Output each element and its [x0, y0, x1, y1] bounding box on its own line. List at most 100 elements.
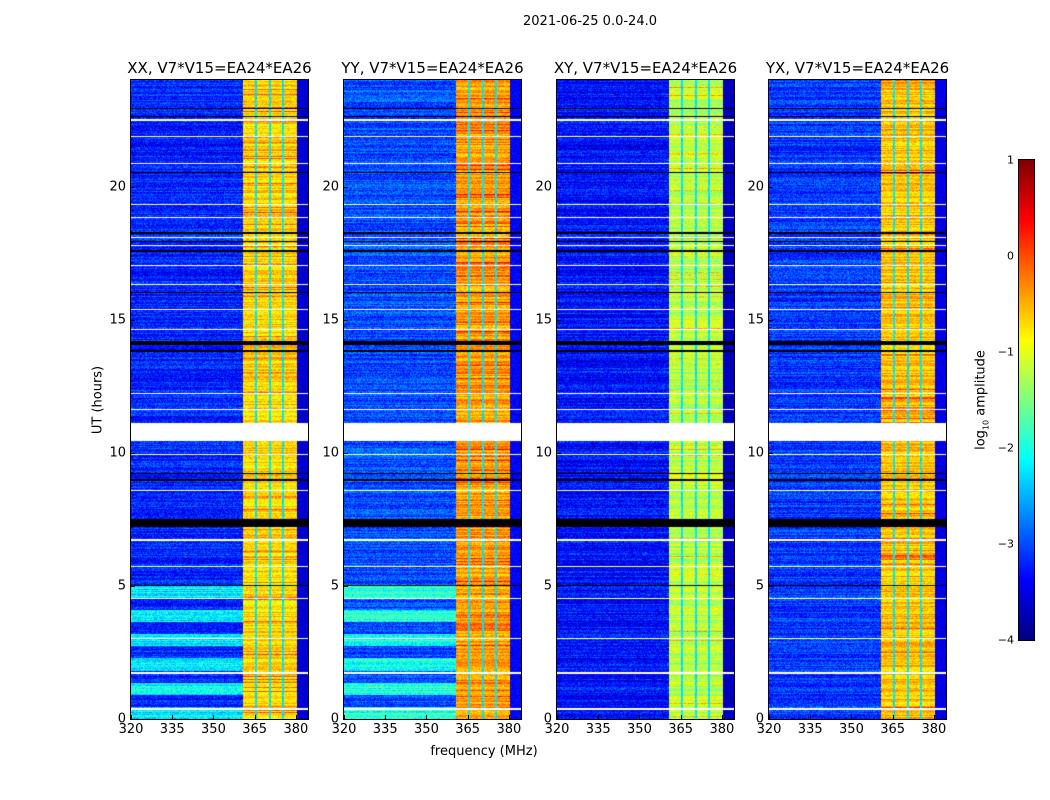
- y-tick-mark: [557, 719, 561, 720]
- colorbar-tick-label: 1: [1007, 153, 1014, 167]
- spectrogram-panel-xx: [130, 79, 309, 720]
- x-tick-label: 320: [331, 722, 357, 737]
- x-tick-label: 380: [921, 722, 947, 737]
- x-tick-mark: [810, 715, 812, 719]
- x-tick-mark: [769, 715, 770, 719]
- y-tick-label: 20: [322, 179, 339, 194]
- x-tick-label: 365: [242, 722, 268, 737]
- y-tick-mark: [131, 585, 135, 587]
- y-tick-mark: [557, 585, 561, 587]
- colorbar-label-prefix: log: [973, 430, 989, 450]
- x-tick-mark: [295, 715, 297, 719]
- x-tick-mark: [385, 715, 387, 719]
- y-tick-mark: [344, 186, 348, 188]
- x-tick-label: 335: [159, 722, 185, 737]
- x-tick-label: 365: [880, 722, 906, 737]
- panel-title: XY, V7*V15=EA24*EA26: [553, 59, 738, 77]
- colorbar: [1018, 159, 1035, 641]
- x-tick-mark: [254, 715, 256, 719]
- y-tick-mark: [769, 186, 773, 188]
- y-tick-mark: [769, 585, 773, 587]
- x-tick-label: 350: [201, 722, 226, 737]
- y-tick-label: 10: [535, 445, 552, 461]
- x-tick-label: 350: [839, 722, 864, 737]
- x-tick-label: 365: [455, 722, 481, 737]
- x-tick-label: 380: [709, 722, 735, 737]
- y-tick-label: 15: [535, 312, 552, 328]
- y-tick-label: 15: [109, 312, 126, 328]
- panel-title: YY, V7*V15=EA24*EA26: [341, 59, 524, 77]
- x-tick-label: 335: [372, 722, 398, 737]
- y-tick-label: 0: [117, 711, 126, 727]
- x-tick-label: 320: [756, 722, 782, 737]
- y-tick-mark: [769, 719, 773, 720]
- x-tick-mark: [557, 715, 558, 719]
- y-tick-label: 20: [109, 179, 126, 194]
- spectrogram-panel-xy: [556, 79, 735, 720]
- spectrogram-panel-yy: [343, 79, 522, 720]
- y-tick-mark: [344, 452, 348, 454]
- x-tick-mark: [598, 715, 600, 719]
- x-tick-label: 380: [283, 722, 309, 737]
- y-tick-mark: [131, 719, 135, 720]
- x-tick-mark: [344, 715, 345, 719]
- x-tick-mark: [467, 715, 469, 719]
- y-tick-mark: [131, 186, 135, 188]
- y-tick-label: 5: [755, 578, 764, 594]
- x-tick-mark: [172, 715, 174, 719]
- x-tick-mark: [933, 715, 935, 719]
- spectrogram-heatmap: [557, 80, 734, 719]
- x-tick-label: 335: [797, 722, 823, 737]
- y-tick-mark: [344, 585, 348, 587]
- colorbar-tick-label: −4: [997, 633, 1014, 647]
- y-tick-mark: [131, 452, 135, 454]
- x-tick-label: 350: [627, 722, 652, 737]
- x-tick-label: 350: [414, 722, 439, 737]
- x-tick-label: 365: [668, 722, 694, 737]
- x-tick-mark: [508, 715, 510, 719]
- spectrogram-heatmap: [769, 80, 946, 719]
- y-tick-label: 5: [330, 578, 339, 594]
- x-axis-label: frequency (MHz): [430, 744, 538, 759]
- y-tick-label: 20: [535, 179, 552, 194]
- x-tick-mark: [426, 715, 428, 719]
- x-tick-mark: [721, 715, 723, 719]
- spectrogram-heatmap: [131, 80, 308, 719]
- y-tick-mark: [769, 452, 773, 454]
- y-axis-label: UT (hours): [90, 365, 106, 435]
- x-tick-mark: [213, 715, 215, 719]
- panel-title: XX, V7*V15=EA24*EA26: [127, 59, 312, 77]
- y-tick-label: 10: [109, 445, 126, 461]
- y-tick-label: 15: [747, 312, 764, 328]
- y-tick-mark: [557, 452, 561, 454]
- colorbar-tick-label: 0: [1007, 249, 1014, 263]
- spectrogram-heatmap: [344, 80, 521, 719]
- colorbar-tick-label: −3: [997, 537, 1014, 551]
- y-tick-label: 10: [747, 445, 764, 461]
- x-tick-label: 320: [544, 722, 570, 737]
- x-tick-label: 320: [118, 722, 144, 737]
- colorbar-tick-label: −1: [997, 345, 1014, 359]
- y-tick-mark: [131, 319, 135, 321]
- x-tick-label: 335: [585, 722, 611, 737]
- x-tick-mark: [639, 715, 641, 719]
- colorbar-gradient: [1019, 160, 1034, 640]
- figure-title: 2021-06-25 0.0-24.0: [523, 14, 657, 29]
- y-tick-label: 0: [543, 711, 552, 727]
- x-tick-mark: [851, 715, 853, 719]
- y-tick-label: 5: [543, 578, 552, 594]
- y-tick-label: 0: [330, 711, 339, 727]
- y-tick-label: 0: [755, 711, 764, 727]
- x-tick-mark: [680, 715, 682, 719]
- colorbar-label-suffix: amplitude: [973, 350, 989, 420]
- y-tick-label: 5: [117, 578, 126, 594]
- panel-title: YX, V7*V15=EA24*EA26: [765, 59, 950, 77]
- y-tick-mark: [557, 319, 561, 321]
- y-tick-label: 15: [322, 312, 339, 328]
- spectrogram-panel-yx: [768, 79, 947, 720]
- y-tick-mark: [769, 319, 773, 321]
- x-tick-label: 380: [496, 722, 522, 737]
- colorbar-label: log10 amplitude: [974, 350, 991, 450]
- y-tick-mark: [557, 186, 561, 188]
